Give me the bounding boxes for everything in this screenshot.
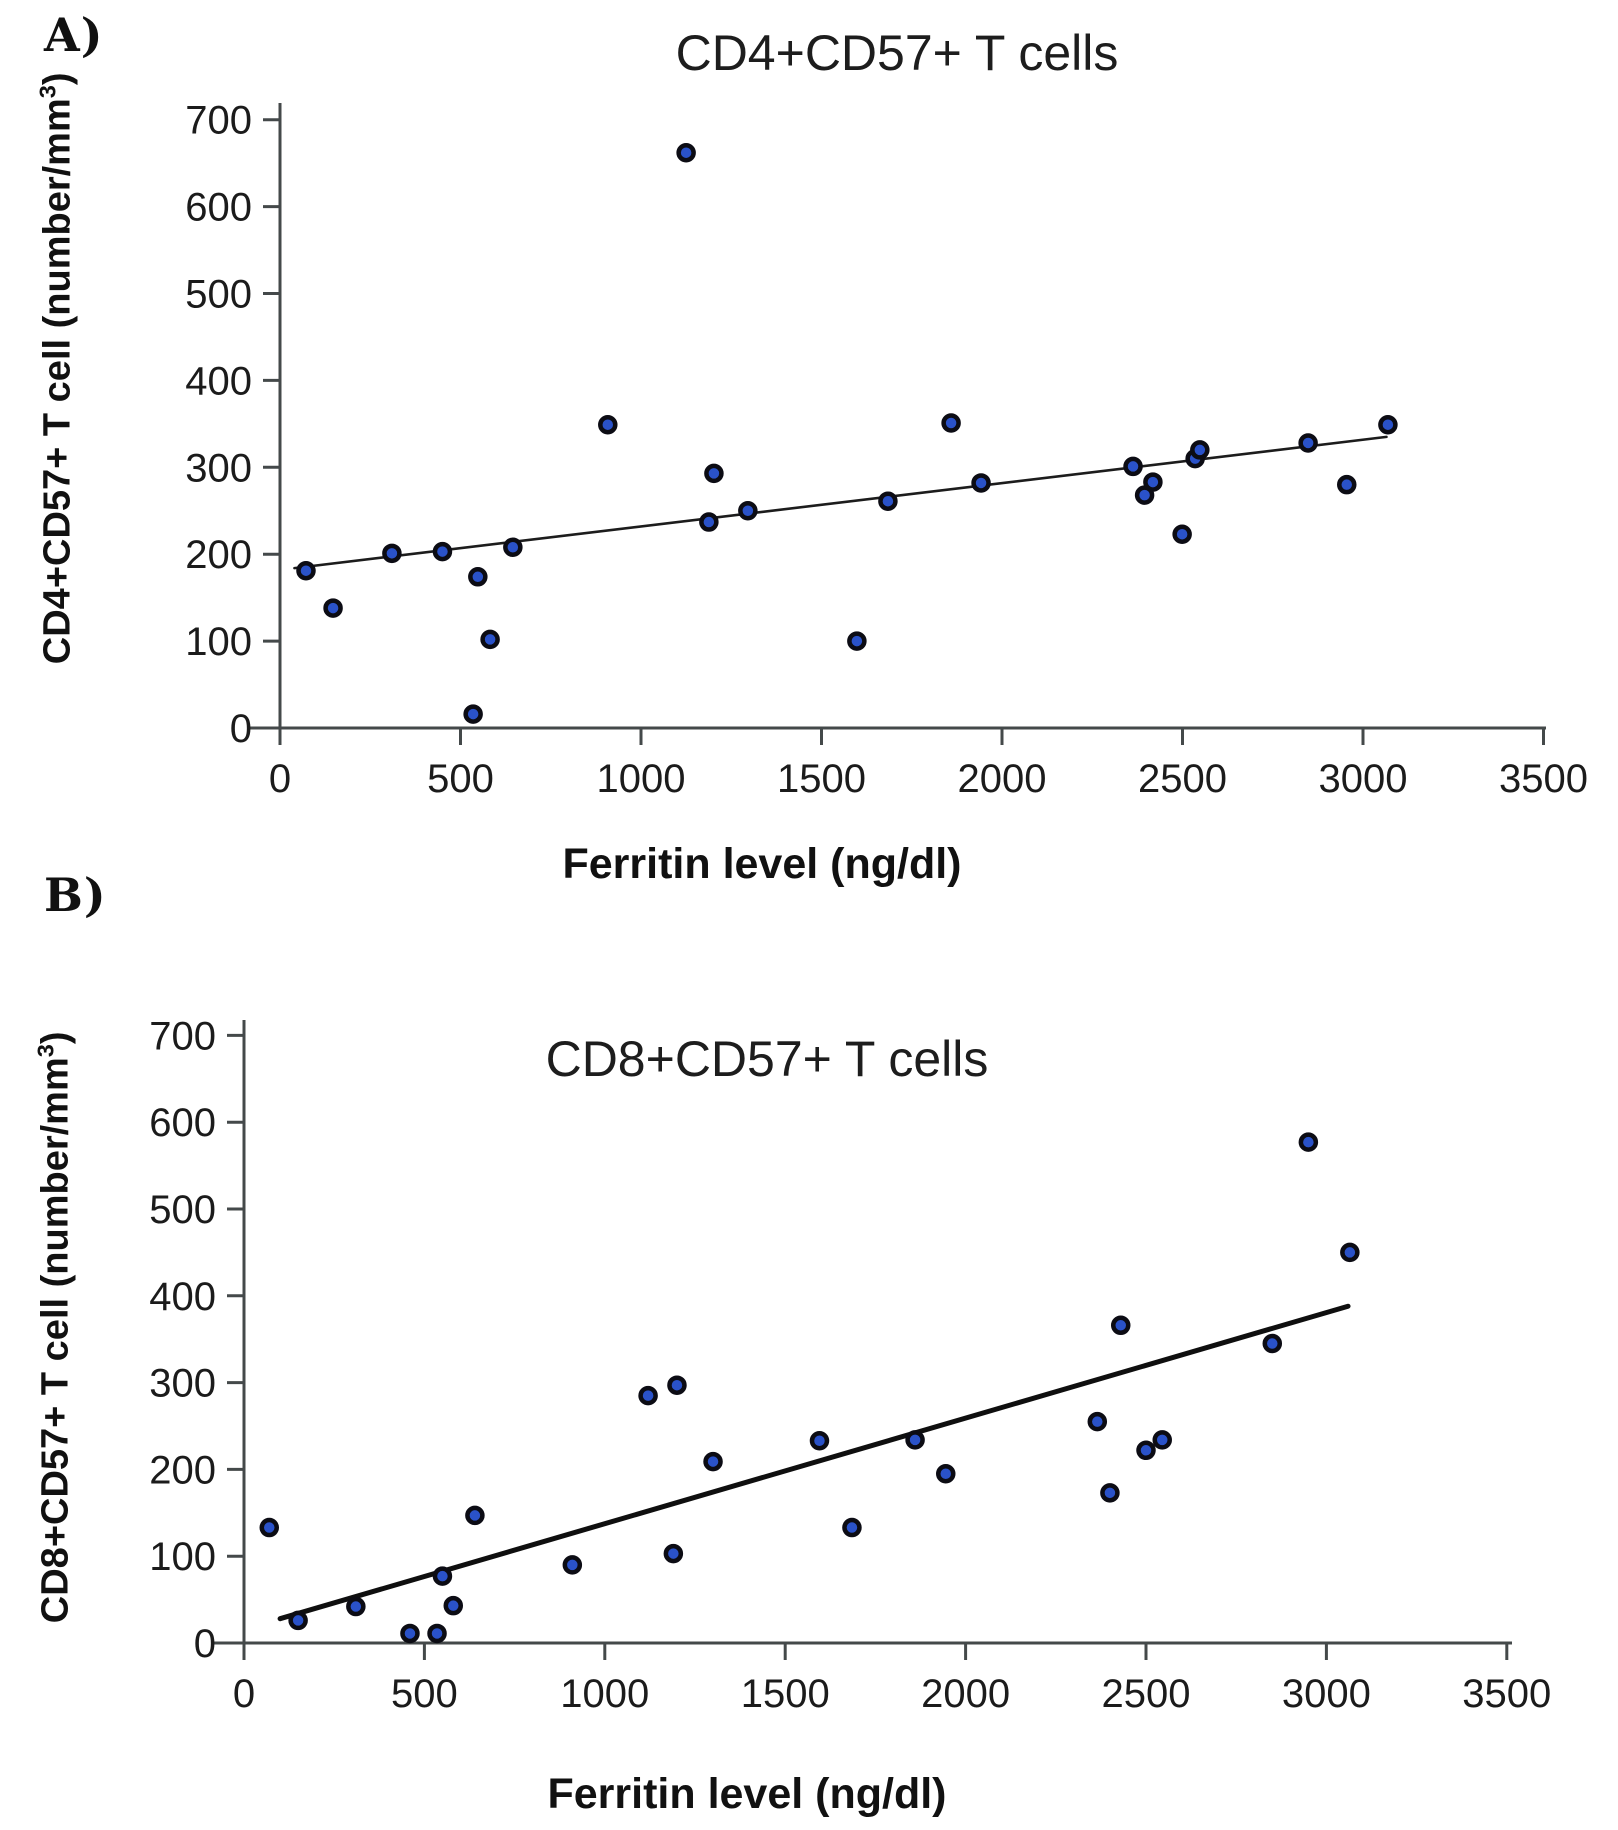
data-point [663,1543,684,1564]
y-tick-label: 500 [185,273,252,317]
data-point [1087,1411,1108,1432]
data-point [598,414,618,435]
data-point [427,1623,447,1644]
y-tick-label: 0 [194,1622,216,1666]
data-point [1190,440,1210,460]
panel-b-y-axis-label: CD8+CD57+ T cell (number/mm3) [32,1031,77,1624]
data-point [296,560,316,581]
panel-a-y-axis-label: CD4+CD57+ T cell (number/mm3) [34,72,79,665]
x-tick-label: 0 [269,757,291,801]
y-tick-label: 400 [149,1275,216,1319]
panel-a-title: CD4+CD57+ T cells [675,25,1119,81]
data-point [323,598,343,618]
data-point [738,501,758,521]
y-tick-label: 300 [149,1362,216,1406]
data-point [699,512,719,532]
data-point [971,473,991,493]
data-point [259,1517,280,1538]
data-point [847,631,867,651]
y-tick-label: 600 [185,186,252,230]
x-tick-label: 0 [233,1672,255,1716]
data-point [703,1451,723,1472]
data-point [1123,456,1143,477]
y-tick-label: 200 [185,533,252,577]
data-point [1134,485,1155,505]
x-tick-label: 3000 [1319,757,1408,801]
y-tick-label: 200 [149,1448,216,1492]
x-tick-label: 3500 [1462,1672,1551,1716]
data-point [936,1463,956,1484]
data-point [288,1610,308,1631]
x-tick-label: 1000 [560,1672,649,1716]
trend-line [293,435,1388,570]
data-point [704,463,724,484]
data-point [1172,524,1192,544]
y-tick-label: 300 [185,446,252,490]
data-point [443,1595,464,1616]
panel-a-x-axis-label: Ferritin level (ng/dl) [562,840,962,888]
data-point [480,629,500,650]
y-tick-label: 600 [149,1101,216,1145]
data-point [878,491,898,511]
y-tick-label: 700 [149,1014,216,1058]
data-point [465,1505,485,1526]
x-tick-label: 2000 [958,757,1047,801]
data-point [1100,1483,1120,1503]
x-tick-label: 2000 [921,1672,1010,1716]
panel-b-x-axis-label: Ferritin level (ng/dl) [547,1770,947,1818]
data-point [1298,1132,1319,1152]
data-point [503,537,523,557]
y-tick-label: 100 [149,1535,216,1579]
data-point [941,413,961,433]
data-point [638,1385,658,1406]
x-tick-label: 500 [391,1672,458,1716]
data-point [346,1596,366,1617]
x-tick-label: 2500 [1138,757,1227,801]
panel-b-title: CD8+CD57+ T cells [545,1031,989,1087]
y-tick-label: 500 [149,1188,216,1232]
data-point [905,1430,925,1450]
data-point [667,1375,687,1395]
data-point [842,1517,862,1538]
data-point [562,1555,583,1575]
data-point [382,543,402,564]
y-tick-label: 700 [185,99,252,143]
x-tick-label: 1500 [741,1672,830,1716]
data-point [432,541,453,562]
data-point [1340,1242,1360,1263]
data-point [463,704,483,724]
data-point [1143,472,1163,492]
data-point [1337,474,1357,495]
x-tick-label: 3000 [1282,1672,1371,1716]
panel-b-letter: B) [44,868,107,922]
y-tick-label: 400 [185,359,252,403]
y-tick-label: 100 [185,620,252,664]
trend-line [277,1303,1351,1622]
x-tick-label: 2500 [1102,1672,1191,1716]
data-point [1110,1315,1131,1336]
data-point [1136,1440,1156,1461]
x-tick-label: 500 [427,757,494,801]
data-point [1378,414,1398,435]
x-tick-label: 3500 [1499,757,1588,801]
x-tick-label: 1000 [597,757,686,801]
y-tick-label: 0 [230,707,252,751]
data-point [400,1623,420,1644]
data-point [468,567,488,587]
data-point [1262,1333,1283,1354]
data-point [432,1566,453,1586]
x-tick-label: 1500 [777,757,866,801]
data-point [809,1431,830,1451]
data-point [1152,1430,1172,1450]
data-point [676,142,696,163]
data-point [1298,433,1318,453]
panel-a-letter: A) [44,8,104,62]
